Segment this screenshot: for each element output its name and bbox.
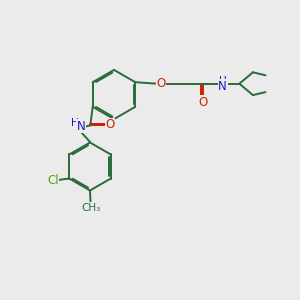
Text: N: N xyxy=(218,80,227,93)
Text: O: O xyxy=(156,76,165,90)
Text: N: N xyxy=(77,120,86,133)
Text: O: O xyxy=(198,96,207,109)
Text: O: O xyxy=(105,118,114,131)
Text: CH₃: CH₃ xyxy=(81,202,100,213)
Text: H: H xyxy=(71,118,79,128)
Text: H: H xyxy=(219,76,226,86)
Text: Cl: Cl xyxy=(47,173,58,187)
